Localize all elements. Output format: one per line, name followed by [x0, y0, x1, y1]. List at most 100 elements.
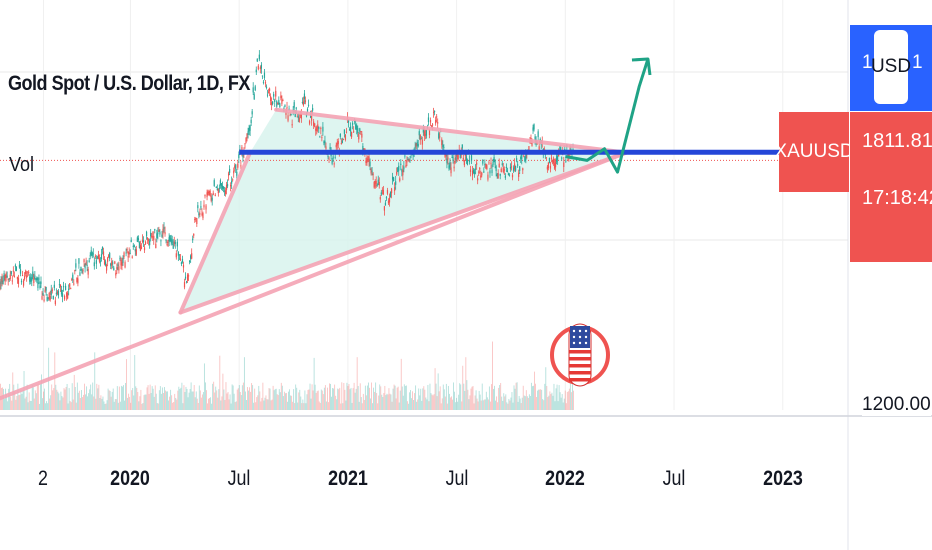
candle-body: [367, 159, 369, 161]
candle-body: [488, 162, 490, 164]
currency-button[interactable]: USD: [871, 30, 911, 104]
candle-body: [84, 264, 86, 269]
volume-bar: [271, 399, 273, 410]
candle-body: [417, 143, 419, 147]
volume-bar: [179, 388, 181, 410]
candle-body: [53, 284, 55, 288]
volume-bar: [292, 401, 294, 410]
candle-body: [556, 156, 558, 162]
volume-bar: [573, 390, 574, 410]
volume-bar: [56, 389, 58, 410]
candle-body: [164, 232, 166, 235]
volume-bar: [224, 399, 226, 410]
volume-bar: [310, 398, 312, 410]
volume-bar: [551, 392, 553, 410]
candle-body: [376, 184, 378, 186]
candle-body: [391, 176, 394, 180]
volume-bar: [452, 399, 453, 410]
candle-body: [163, 227, 165, 229]
candle-body: [44, 289, 46, 292]
candle-body: [476, 162, 478, 165]
candle-body: [374, 180, 376, 187]
projection-path: [565, 58, 650, 174]
volume-bar: [118, 386, 120, 410]
volume-bar: [172, 402, 174, 410]
candle-body: [1, 277, 3, 282]
candle-body: [480, 175, 482, 178]
volume-bar: [415, 385, 417, 410]
candle-body: [58, 284, 61, 286]
volume-bar: [308, 389, 310, 410]
candle-body: [21, 275, 24, 277]
candle-body: [222, 186, 225, 189]
candle-body: [197, 205, 199, 209]
volume-bar: [548, 395, 550, 410]
candle-body: [505, 167, 507, 169]
candle-body: [250, 119, 252, 124]
candle-body: [300, 113, 302, 119]
volume-bar: [151, 386, 153, 410]
volume-bar: [378, 395, 380, 410]
volume-bar: [328, 402, 329, 410]
volume-bar: [420, 388, 422, 410]
candle-body: [551, 161, 554, 163]
volume-bar: [359, 383, 361, 410]
volume-bar: [229, 394, 231, 410]
candle-body: [22, 280, 25, 286]
candle-body: [3, 273, 5, 277]
candle-body: [342, 138, 344, 140]
candle-body: [198, 213, 200, 216]
volume-bar: [233, 393, 235, 410]
candle-body: [471, 170, 474, 176]
volume-bar: [314, 384, 316, 410]
candle-body: [112, 262, 114, 264]
candle-body: [2, 280, 4, 285]
candle-body: [266, 94, 269, 96]
candle-body: [83, 259, 85, 263]
candle-body: [451, 157, 453, 159]
candle-body: [165, 239, 167, 242]
flag-stripe: [569, 371, 591, 375]
volume-bar: [242, 382, 244, 410]
candle-body: [63, 296, 66, 300]
volume-bar: [221, 396, 223, 410]
candle-body: [522, 168, 524, 171]
candle-body: [438, 133, 440, 139]
candle-body: [315, 128, 317, 131]
candle-body: [291, 124, 293, 126]
volume-bar: [178, 386, 180, 410]
candle-body: [189, 261, 191, 263]
candle-body: [284, 105, 286, 107]
volume-bar: [145, 394, 147, 410]
candle-body: [503, 169, 505, 171]
volume-bar: [75, 402, 77, 410]
candle-body: [171, 239, 173, 244]
candle-body: [87, 269, 89, 275]
volume-bar: [297, 402, 299, 410]
volume-bar: [148, 393, 150, 410]
candle-body: [387, 200, 390, 204]
candle-body: [449, 161, 451, 168]
volume-bar: [337, 388, 339, 410]
volume-bar: [134, 355, 136, 410]
candle-body: [324, 140, 326, 144]
candle-body: [553, 163, 556, 169]
flag-stripe: [569, 350, 591, 354]
candle-body: [20, 280, 23, 283]
candle-body: [240, 165, 242, 167]
volume-bar: [256, 397, 258, 410]
volume-bar: [408, 392, 410, 410]
candle-body: [126, 248, 128, 251]
volume-bar: [277, 395, 279, 410]
candle-body: [286, 107, 288, 109]
volume-bar: [304, 390, 306, 410]
candle-body: [205, 205, 207, 210]
volume-bar: [303, 403, 305, 410]
volume-bar: [557, 401, 559, 410]
candle-body: [462, 157, 464, 160]
volume-bar: [114, 399, 116, 410]
candle-body: [358, 133, 360, 140]
candle-body: [274, 99, 276, 102]
volume-bar: [147, 385, 149, 410]
